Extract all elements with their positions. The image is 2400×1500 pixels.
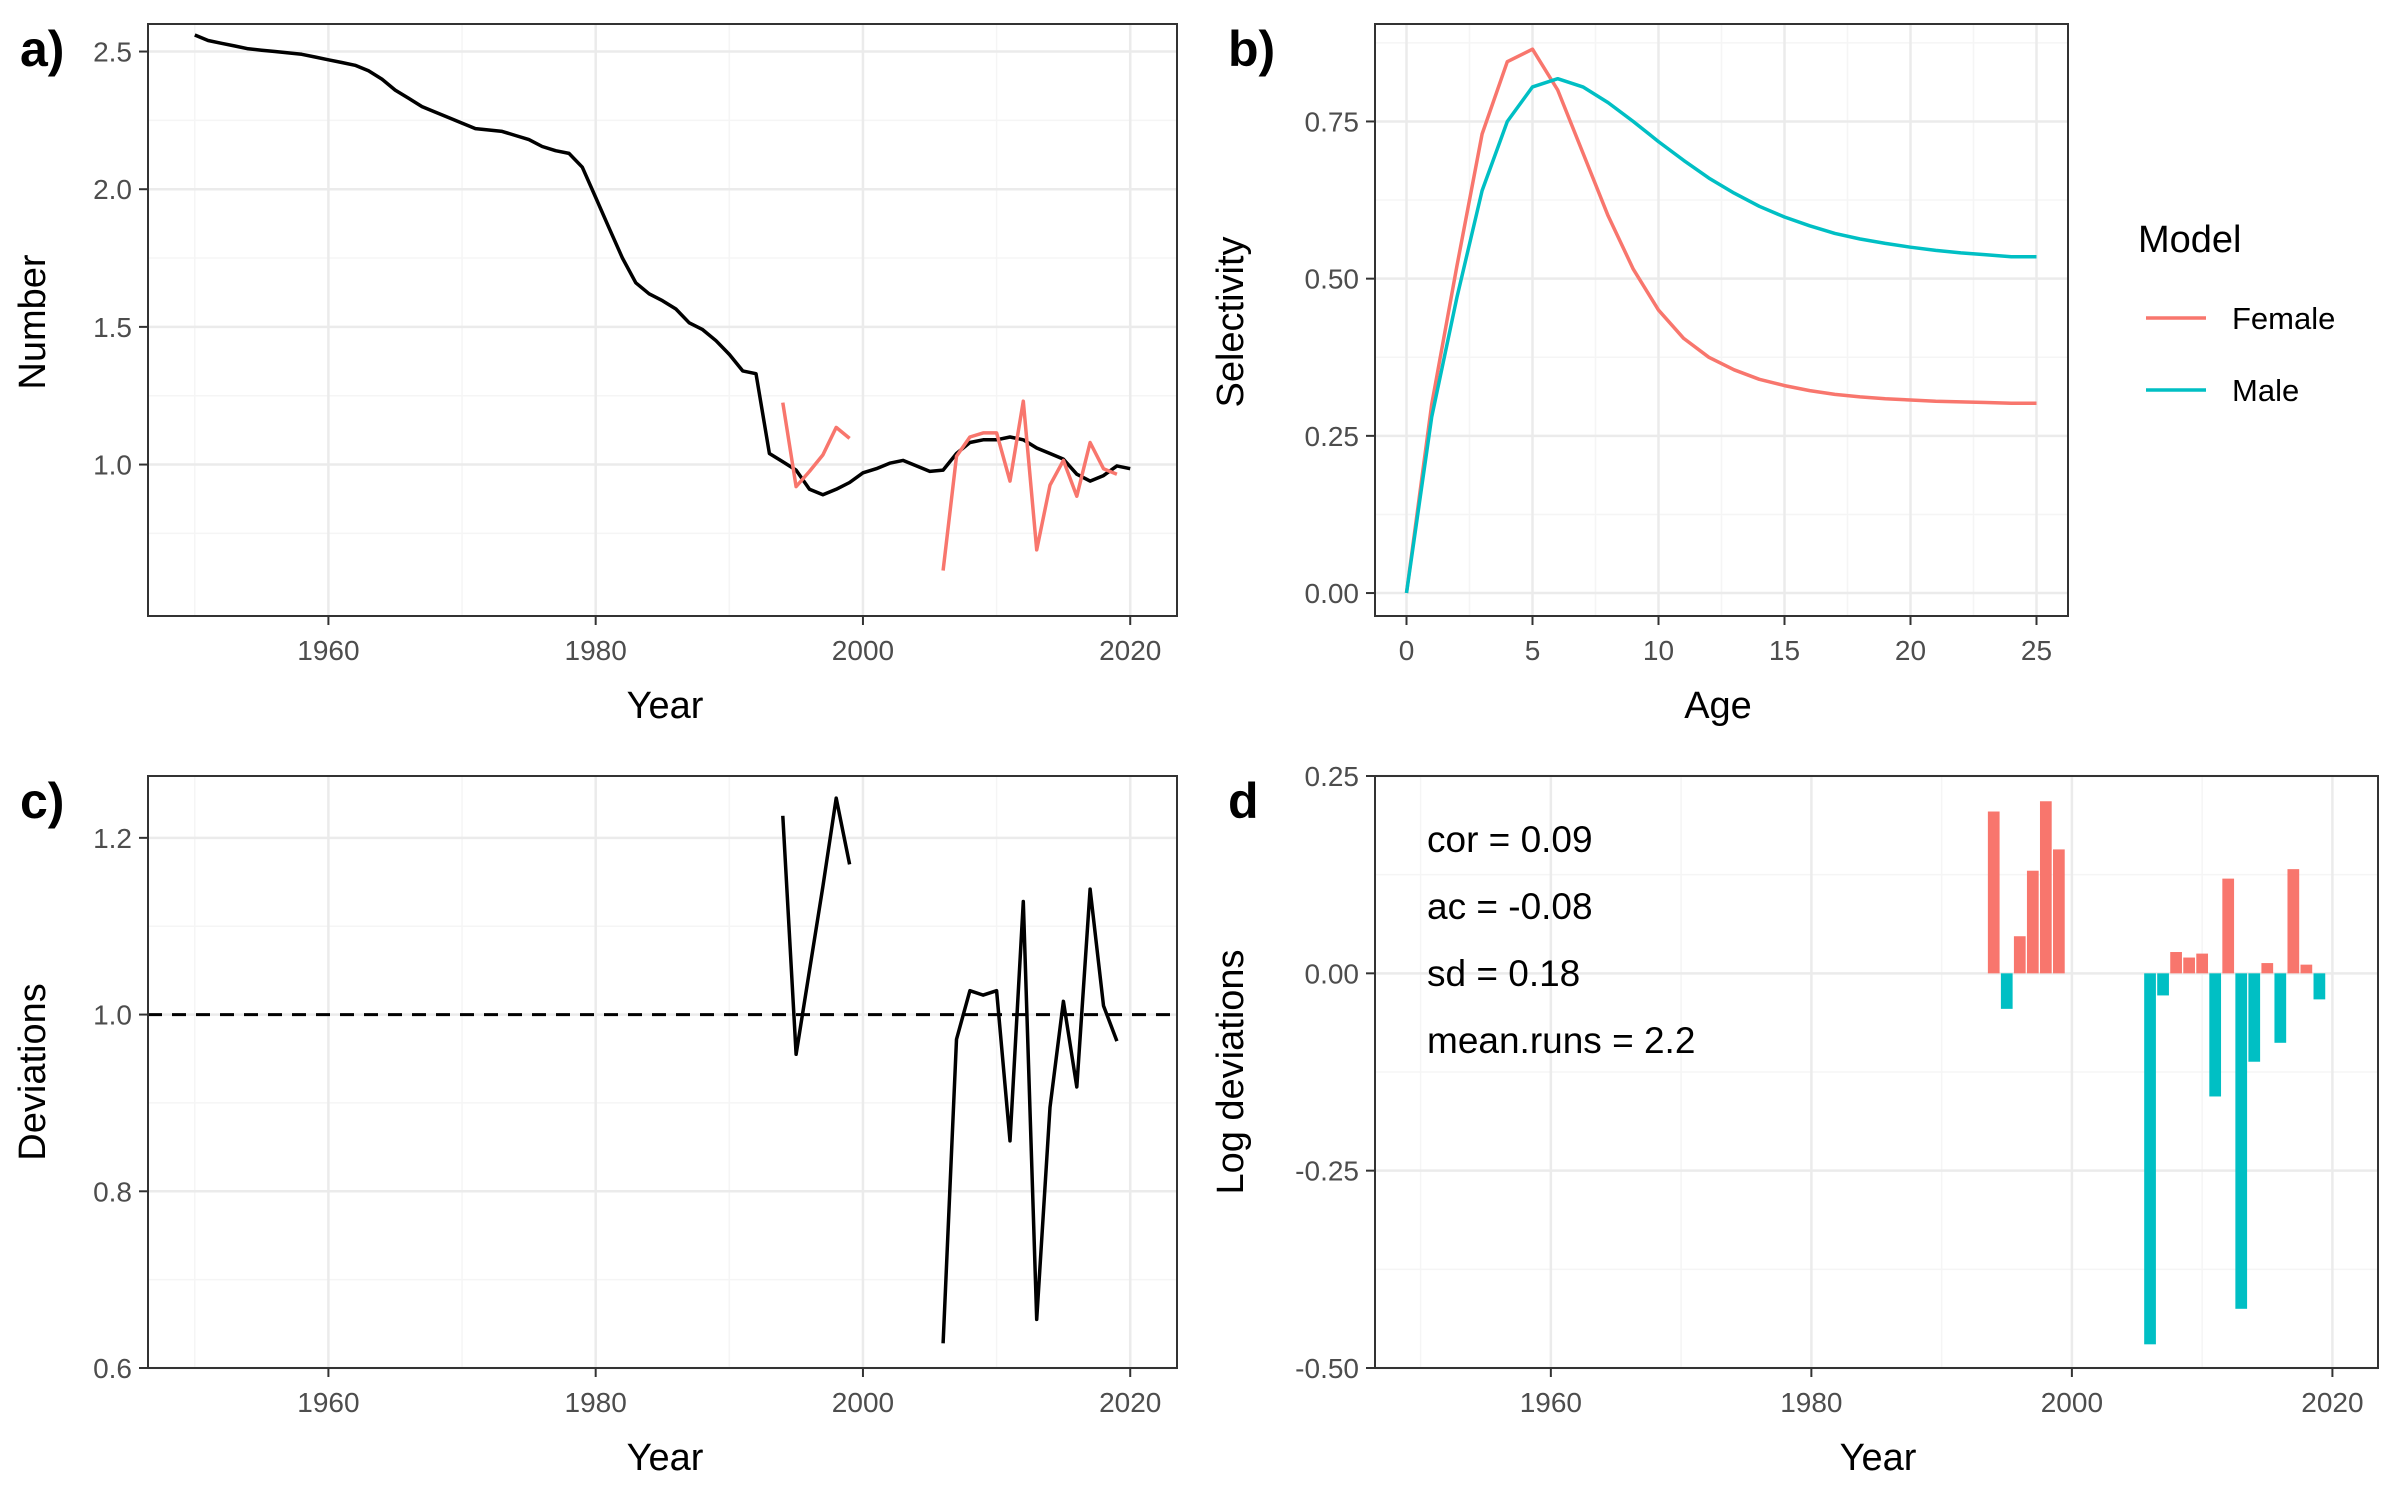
x-tick-label: 1980	[565, 1387, 627, 1418]
x-tick-label: 10	[1643, 635, 1674, 666]
bar-2007	[2157, 973, 2169, 996]
x-tick-label: 1960	[297, 1387, 359, 1418]
panel-tag: c)	[20, 773, 64, 829]
y-tick-label: 0.25	[1305, 421, 1360, 452]
series-line-0-seg1	[941, 887, 1119, 1344]
x-tick-label: 20	[1895, 635, 1926, 666]
stat-annotation: cor = 0.09	[1427, 819, 1593, 860]
x-tick-label: 5	[1525, 635, 1541, 666]
x-tick-label: 1980	[1780, 1387, 1842, 1418]
y-tick-label: 1.0	[93, 1000, 132, 1031]
bar-1999	[2053, 849, 2065, 974]
series-line-0-seg0	[194, 33, 1131, 497]
y-tick-label: 0.8	[93, 1176, 132, 1207]
bar-2014	[2248, 973, 2261, 1062]
x-tick-label: 15	[1769, 635, 1800, 666]
y-tick-label: 1.2	[93, 823, 132, 854]
series-line-male-seg0	[1404, 76, 2037, 594]
x-tick-label: 1960	[1520, 1387, 1582, 1418]
x-tick-label: 25	[2021, 635, 2052, 666]
bar-2009	[2183, 957, 2195, 974]
y-tick-label: 1.5	[93, 312, 132, 343]
panel-a: 1960 1980 2000 2020 1.0 1.5 2.0 2.5 Year Number a)	[12, 21, 1178, 727]
stat-annotation: ac = -0.08	[1427, 886, 1593, 927]
series-line-1-seg0	[781, 402, 851, 489]
y-tick-label: 2.5	[93, 37, 132, 68]
stat-annotation: mean.runs = 2.2	[1427, 1020, 1695, 1061]
panel-b: 0 5 10 15 20 25 0.00 0.25 0.50 0.75 Age Selectivity…	[1210, 21, 2335, 727]
x-tick-label: 2000	[832, 1387, 894, 1418]
x-tick-label: 0	[1399, 635, 1415, 666]
panel-border	[147, 775, 1178, 1369]
bar-2012	[2222, 878, 2235, 974]
x-tick-label: 2000	[832, 635, 894, 666]
bar-2013	[2235, 973, 2248, 1309]
x-axis-title: Year	[627, 1437, 704, 1479]
bar-2019	[2313, 973, 2326, 1000]
bar-1997	[2026, 870, 2039, 974]
bar-2011	[2209, 973, 2222, 1097]
x-tick-label: 2000	[2041, 1387, 2103, 1418]
y-tick-label: 0.00	[1305, 958, 1360, 989]
bar-2016	[2274, 973, 2287, 1043]
panel-tag: a)	[20, 21, 64, 77]
bar-1998	[2039, 801, 2052, 974]
y-tick-label: 2.0	[93, 174, 132, 205]
x-axis-title: Year	[627, 685, 704, 727]
bar-2008	[2170, 952, 2182, 974]
legend-label-female: Female	[2232, 301, 2335, 336]
panel-tag: d	[1228, 773, 1259, 829]
series-line-female-seg0	[1404, 47, 2037, 594]
x-tick-label: 2020	[2301, 1387, 2363, 1418]
y-axis-title: Deviations	[12, 983, 54, 1160]
panel-d: 1960 1980 2000 2020 -0.50 -0.25 0.00 0.25 Year Lo…	[1210, 761, 2379, 1479]
legend-label-male: Male	[2232, 373, 2299, 408]
x-tick-label: 1980	[565, 635, 627, 666]
x-axis-title: Age	[1684, 685, 1752, 727]
y-tick-label: -0.25	[1295, 1156, 1359, 1187]
bar-1994	[1987, 811, 2000, 974]
bar-1995	[2000, 973, 2013, 1009]
y-axis-title: Number	[12, 254, 54, 389]
bar-2017	[2287, 869, 2300, 974]
y-tick-label: 0.25	[1305, 761, 1360, 792]
x-tick-label: 2020	[1099, 1387, 1161, 1418]
panel-c: 1960 1980 2000 2020 0.6 0.8 1.0 1.2 Year Deviatio…	[12, 773, 1178, 1479]
series-line-1-seg1	[941, 399, 1118, 571]
x-axis-title: Year	[1840, 1437, 1917, 1479]
bar-2015	[2261, 963, 2274, 974]
bar-2006	[2144, 973, 2156, 1345]
y-tick-label: 0.6	[93, 1353, 132, 1384]
bar-2018	[2300, 964, 2313, 974]
y-tick-label: 0.00	[1305, 578, 1360, 609]
legend-title: Model	[2138, 219, 2242, 261]
x-tick-label: 2020	[1099, 635, 1161, 666]
bar-1996	[2013, 936, 2026, 974]
y-axis-title: Log deviations	[1210, 949, 1252, 1194]
y-axis-title: Selectivity	[1210, 236, 1252, 407]
panel-tag: b)	[1228, 21, 1275, 77]
y-tick-label: 0.50	[1305, 264, 1360, 295]
y-tick-label: 1.0	[93, 450, 132, 481]
y-tick-label: 0.75	[1305, 106, 1360, 137]
bar-2010	[2196, 953, 2209, 974]
panel-border	[147, 23, 1178, 617]
panel-border	[1374, 775, 2379, 1369]
y-tick-label: -0.50	[1295, 1353, 1359, 1384]
series-line-0-seg0	[781, 796, 852, 1057]
panel-border	[1374, 23, 2069, 617]
stat-annotation: sd = 0.18	[1427, 953, 1580, 994]
x-tick-label: 1960	[297, 635, 359, 666]
